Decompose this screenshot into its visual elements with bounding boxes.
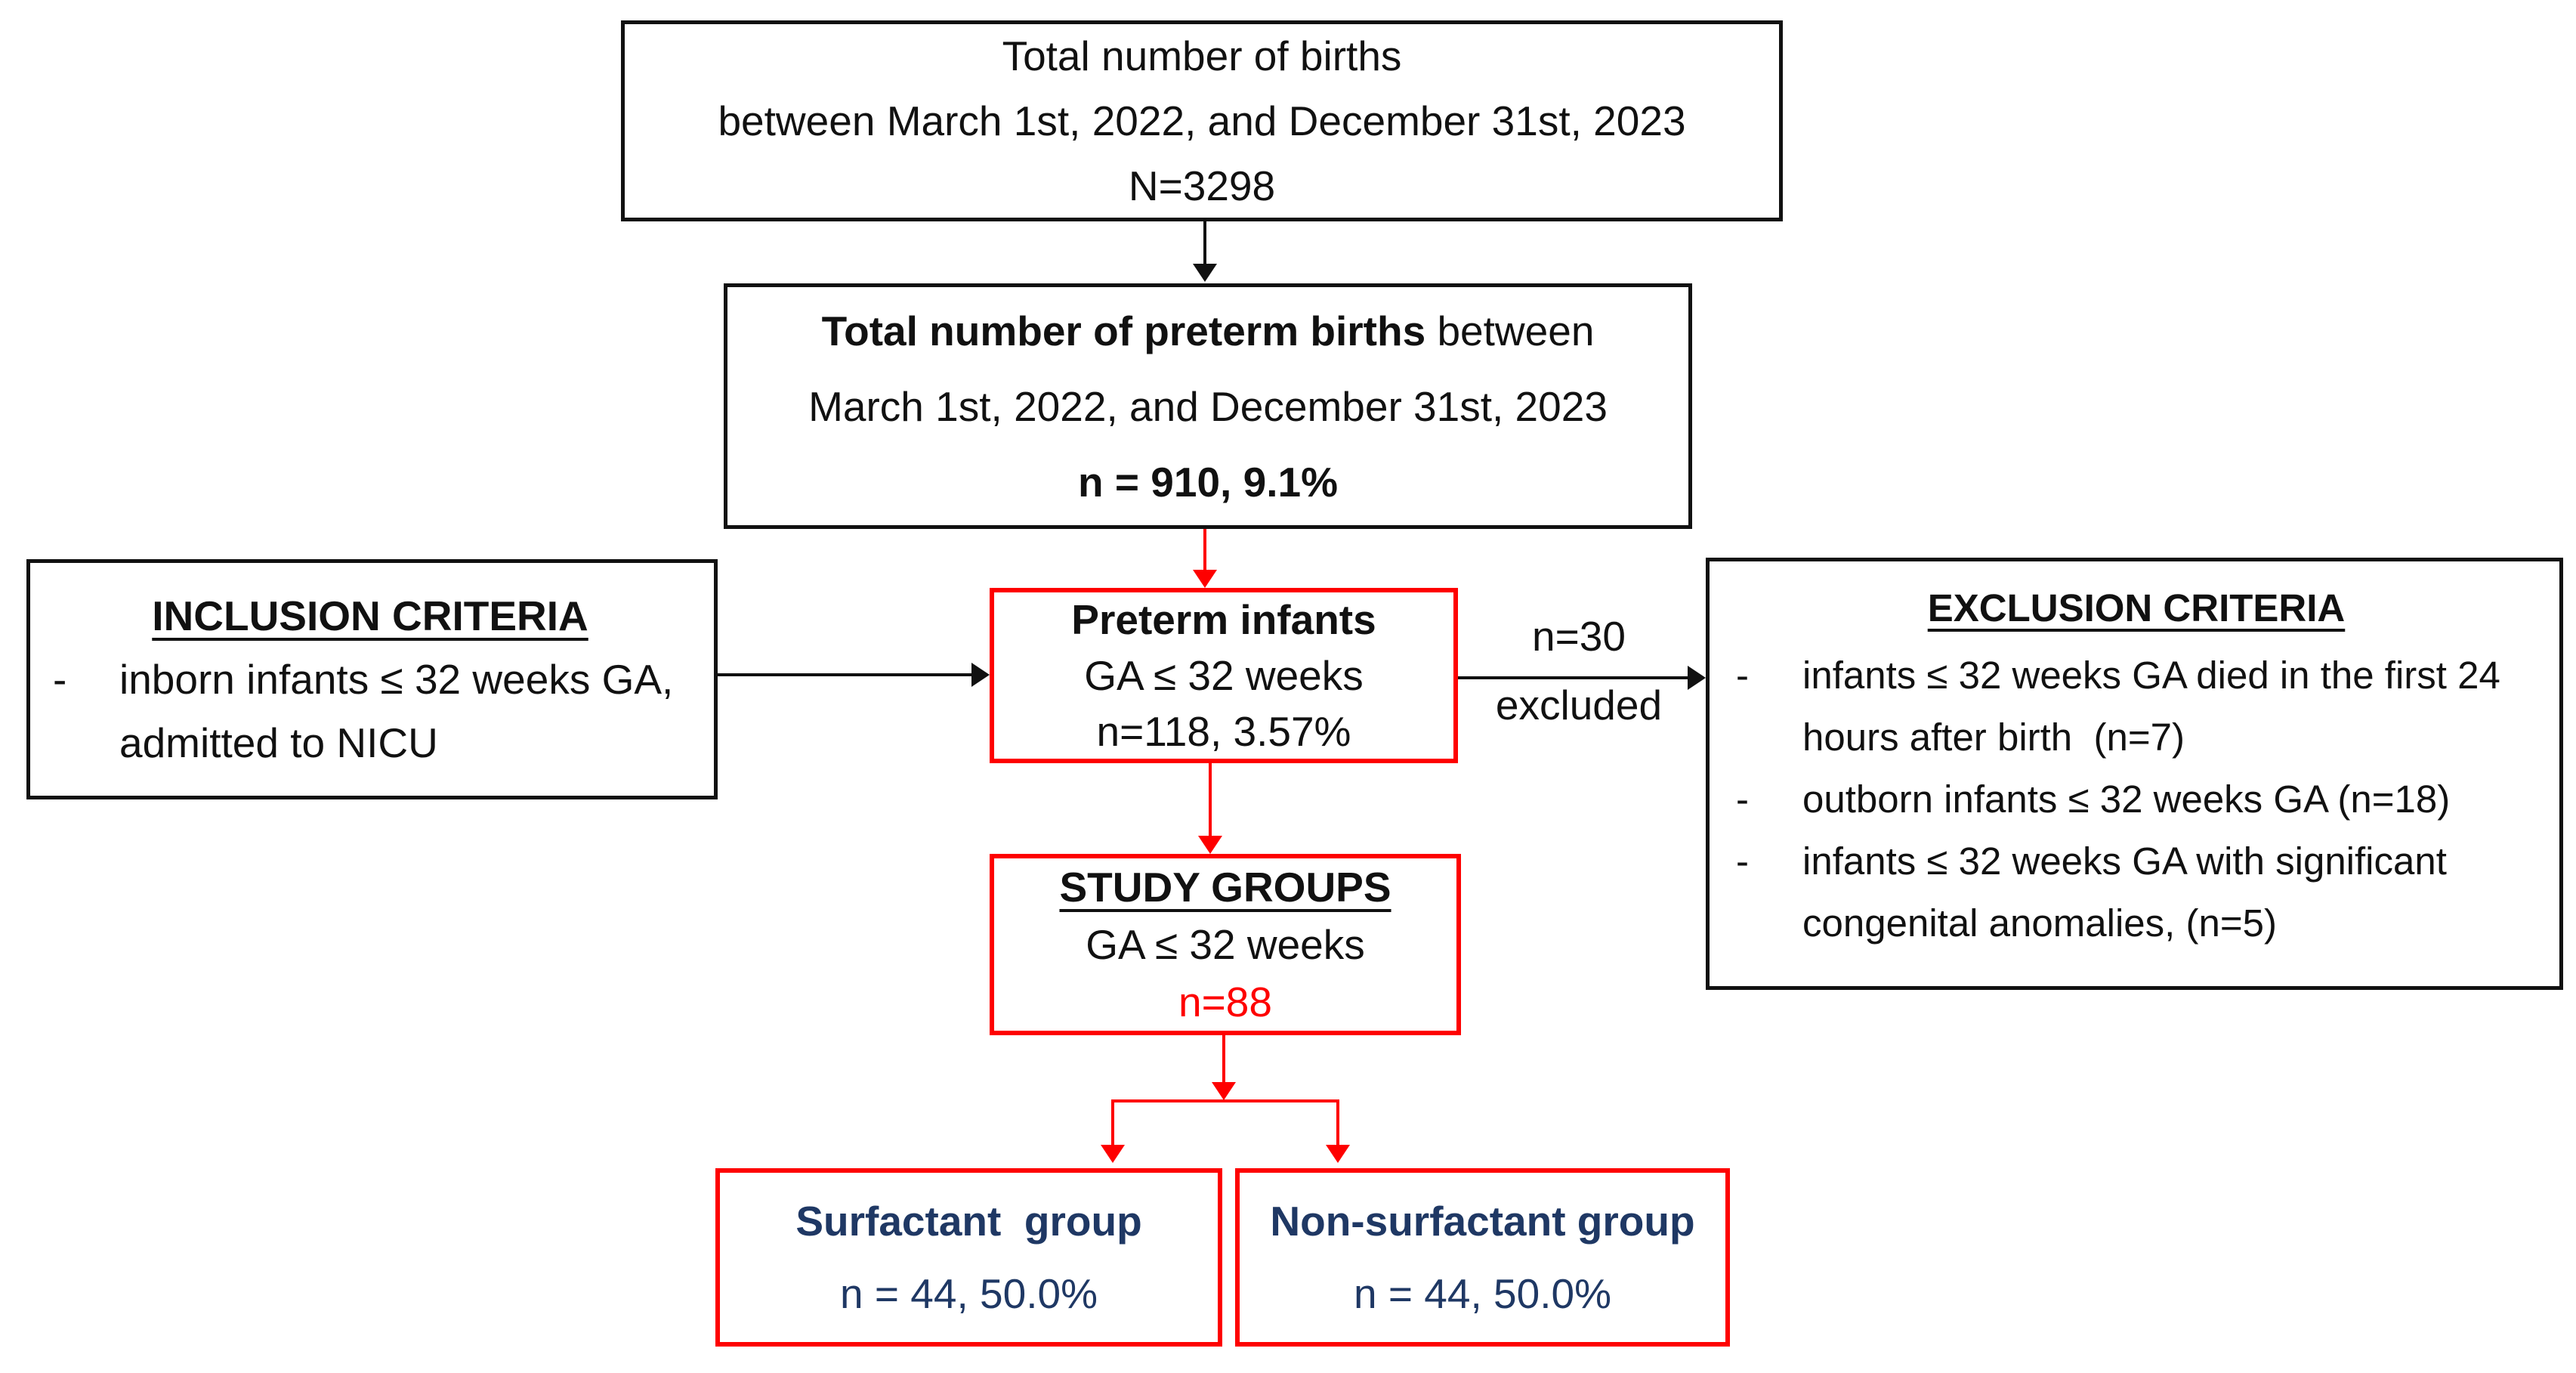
total-births-line-1: Total number of births — [1002, 32, 1402, 79]
non-surfactant-group-count: n = 44, 50.0% — [1354, 1270, 1611, 1317]
inclusion-criteria-title: INCLUSION CRITERIA — [152, 592, 588, 639]
preterm-infants-line-2: GA ≤ 32 weeks — [1084, 652, 1364, 699]
arrow-infants-to-study-line — [1209, 763, 1212, 837]
branch-stem-line — [1222, 1035, 1225, 1085]
arrow-infants-to-exclusion-line — [1458, 676, 1689, 679]
bullet-dash: - — [1736, 778, 1749, 821]
exclusion-bullet: - outborn infants ≤ 32 weeks GA (n=18) — [1736, 768, 2537, 830]
exclusion-criteria-box: EXCLUSION CRITERIA - infants ≤ 32 weeks … — [1706, 558, 2563, 990]
preterm-births-line-2: March 1st, 2022, and December 31st, 2023 — [808, 382, 1608, 430]
inclusion-criteria-list: - inborn infants ≤ 32 weeks GA, admitted… — [53, 648, 687, 775]
non-surfactant-group-title: Non-surfactant group — [1270, 1198, 1695, 1245]
study-groups-box: STUDY GROUPS GA ≤ 32 weeks n=88 — [990, 854, 1461, 1035]
branch-stem-head — [1212, 1082, 1236, 1100]
exclusion-criteria-list: - infants ≤ 32 weeks GA died in the firs… — [1736, 645, 2537, 954]
surfactant-group-box: Surfactant group n = 44, 50.0% — [715, 1168, 1222, 1347]
total-births-line-2: between March 1st, 2022, and December 31… — [718, 97, 1686, 144]
arrow-births-to-preterm-head — [1193, 264, 1217, 282]
total-births-line-3: N=3298 — [1128, 162, 1276, 209]
preterm-births-line-1-bold: Total number of preterm births — [821, 307, 1426, 354]
inclusion-bullet-text: inborn infants ≤ 32 weeks GA, admitted t… — [119, 656, 685, 766]
surfactant-group-title: Surfactant group — [795, 1198, 1142, 1245]
preterm-infants-line-1: Preterm infants — [1071, 596, 1376, 643]
arrow-infants-to-study-head — [1198, 836, 1222, 854]
branch-right-head — [1326, 1145, 1350, 1163]
branch-bar-line — [1111, 1099, 1339, 1102]
preterm-births-line-1: Total number of preterm births between — [822, 293, 1595, 369]
study-groups-count: n=88 — [1178, 979, 1272, 1025]
arrow-preterm-to-infants-line — [1203, 529, 1206, 571]
exclusion-criteria-title: EXCLUSION CRITERIA — [1927, 586, 2346, 629]
preterm-births-line-3: n = 910, 9.1% — [1078, 458, 1338, 506]
exclusion-bullet-text-2: outborn infants ≤ 32 weeks GA (n=18) — [1802, 778, 2451, 821]
branch-left-head — [1101, 1145, 1125, 1163]
surfactant-group-count: n = 44, 50.0% — [840, 1270, 1098, 1317]
preterm-infants-line-3: n=118, 3.57% — [1096, 708, 1351, 755]
exclusion-bullet: - infants ≤ 32 weeks GA with significant… — [1736, 830, 2537, 954]
arrow-births-to-preterm-line — [1203, 221, 1206, 265]
preterm-infants-box: Preterm infants GA ≤ 32 weeks n=118, 3.5… — [990, 588, 1458, 763]
arrow-infants-to-exclusion-head — [1688, 666, 1706, 690]
inclusion-criteria-box: INCLUSION CRITERIA - inborn infants ≤ 32… — [26, 559, 718, 799]
bullet-dash: - — [1736, 654, 1749, 697]
study-groups-line-2: GA ≤ 32 weeks — [1086, 921, 1365, 968]
branch-left-line — [1111, 1099, 1114, 1146]
exclusion-bullet: - infants ≤ 32 weeks GA died in the firs… — [1736, 645, 2537, 768]
inclusion-bullet: - inborn infants ≤ 32 weeks GA, admitted… — [53, 648, 687, 775]
excluded-count-label: n=30 — [1532, 613, 1626, 660]
arrow-preterm-to-infants-head — [1193, 570, 1217, 588]
study-groups-title: STUDY GROUPS — [1059, 864, 1391, 911]
preterm-births-line-1-rest: between — [1425, 307, 1595, 354]
bullet-dash: - — [53, 656, 67, 703]
exclusion-bullet-text-3: infants ≤ 32 weeks GA with significant c… — [1802, 840, 2458, 945]
non-surfactant-group-box: Non-surfactant group n = 44, 50.0% — [1235, 1168, 1730, 1347]
arrow-inclusion-to-infants-head — [971, 663, 990, 687]
bullet-dash: - — [1736, 840, 1749, 883]
arrow-inclusion-to-infants-line — [718, 673, 973, 676]
exclusion-bullet-text-1: infants ≤ 32 weeks GA died in the first … — [1802, 654, 2511, 759]
total-births-box: Total number of births between March 1st… — [621, 20, 1783, 221]
branch-right-line — [1336, 1099, 1339, 1146]
preterm-births-box: Total number of preterm births between M… — [724, 283, 1692, 529]
excluded-word-label: excluded — [1495, 682, 1663, 728]
